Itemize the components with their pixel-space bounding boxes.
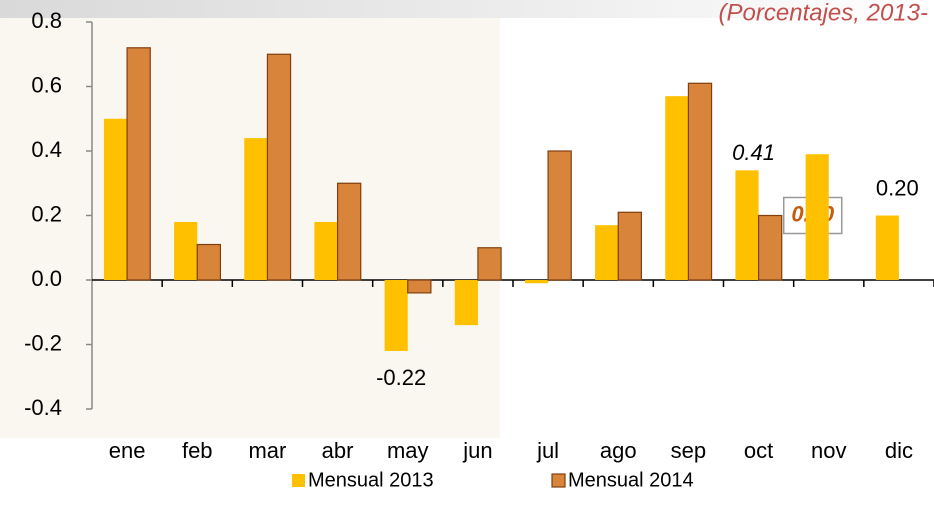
bar [548, 151, 571, 280]
x-tick-label: feb [182, 438, 213, 463]
y-tick-label: -0.2 [24, 330, 62, 355]
x-tick-label: abr [322, 438, 354, 463]
bar [735, 170, 758, 280]
legend-swatch [552, 474, 565, 487]
data-label: -0.22 [376, 365, 426, 390]
bar [688, 83, 711, 280]
bar [525, 280, 548, 283]
bar [267, 54, 290, 280]
bar [104, 119, 127, 280]
bar [806, 154, 829, 280]
x-tick-label: mar [248, 438, 286, 463]
bar [174, 222, 197, 280]
bar [618, 212, 641, 280]
bar [759, 216, 782, 281]
data-label: 0.20 [876, 175, 919, 200]
x-tick-label: jun [462, 438, 492, 463]
bar [595, 225, 618, 280]
chart: (Porcentajes, 2013- -0.4 -0.2 0.0 0.2 0.4 0.6… [0, 0, 934, 518]
x-tick-label: ene [109, 438, 146, 463]
y-tick-label: 0.4 [31, 137, 62, 162]
bar [244, 138, 267, 280]
bar [338, 183, 361, 280]
bar [385, 280, 408, 351]
bar [127, 48, 150, 280]
bar [876, 216, 899, 281]
x-tick-label: oct [744, 438, 773, 463]
y-tick-label: 0.6 [31, 72, 62, 97]
bar [665, 96, 688, 280]
bar [197, 245, 220, 280]
y-tick-label: 0.8 [31, 8, 62, 33]
y-tick-label: -0.4 [24, 395, 62, 420]
legend-label: Mensual 2014 [568, 469, 694, 491]
bar [478, 248, 501, 280]
legend-label: Mensual 2013 [308, 469, 434, 491]
x-tick-label: sep [671, 438, 706, 463]
annotation: 0.41 [732, 140, 775, 165]
x-tick-label: jul [536, 438, 559, 463]
y-tick-label: 0.2 [31, 201, 62, 226]
x-tick-label: ago [600, 438, 637, 463]
x-tick-label: nov [811, 438, 846, 463]
bar [408, 280, 431, 293]
y-tick-label: 0.0 [31, 266, 62, 291]
x-tick-label: dic [885, 438, 913, 463]
bar [455, 280, 478, 325]
bar [314, 222, 337, 280]
subtitle: (Porcentajes, 2013- [719, 0, 928, 26]
x-tick-label: may [387, 438, 429, 463]
legend-swatch [292, 474, 305, 487]
